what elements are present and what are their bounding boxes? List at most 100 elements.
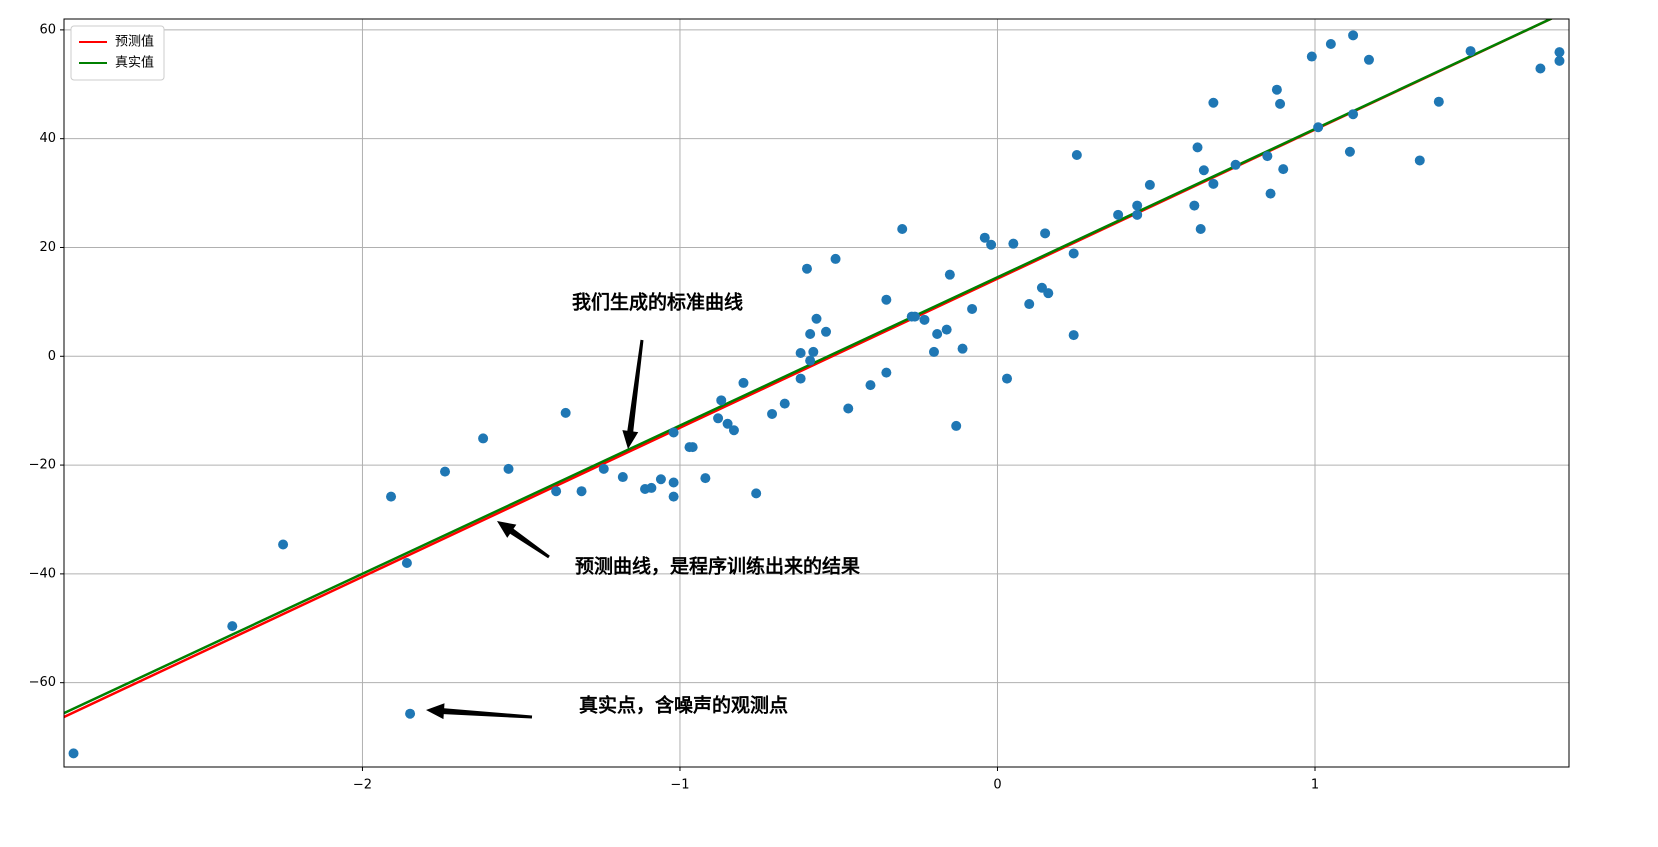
point xyxy=(767,408,778,419)
point xyxy=(278,539,289,550)
point xyxy=(1344,146,1355,157)
point xyxy=(716,395,727,406)
point xyxy=(967,303,978,314)
point xyxy=(865,380,876,391)
x-tick-label: −2 xyxy=(353,778,372,793)
point xyxy=(830,253,841,264)
point xyxy=(700,473,711,484)
point xyxy=(1071,150,1082,160)
x-tick-label: −1 xyxy=(670,778,689,793)
point xyxy=(821,326,832,337)
y-tick-label: 60 xyxy=(39,22,56,37)
point xyxy=(1230,159,1241,170)
x-tick-label: 1 xyxy=(1311,778,1319,793)
point xyxy=(1192,142,1203,153)
point xyxy=(779,398,790,409)
point xyxy=(655,474,666,485)
y-tick-label: 20 xyxy=(39,240,56,255)
point xyxy=(1132,209,1143,220)
point xyxy=(1262,151,1273,162)
point xyxy=(668,427,679,438)
point xyxy=(811,313,822,324)
point xyxy=(795,373,806,384)
point xyxy=(1189,200,1200,211)
point xyxy=(1554,47,1565,58)
point xyxy=(881,294,892,305)
point xyxy=(1306,51,1317,62)
point xyxy=(986,239,997,250)
point xyxy=(1040,228,1051,239)
point xyxy=(1348,109,1359,120)
point xyxy=(801,263,812,274)
point xyxy=(1132,200,1143,211)
point xyxy=(805,355,816,366)
point xyxy=(751,488,762,499)
point xyxy=(1414,155,1425,166)
point xyxy=(598,463,609,474)
point xyxy=(1433,96,1444,107)
point xyxy=(722,418,733,429)
point xyxy=(551,486,562,497)
point xyxy=(1278,164,1289,175)
point xyxy=(728,425,739,436)
point xyxy=(576,486,587,497)
legend-label: 真实值 xyxy=(115,55,154,71)
point xyxy=(1363,54,1374,65)
point xyxy=(1002,373,1013,384)
annotation-arrow xyxy=(622,339,644,449)
point xyxy=(881,367,892,378)
plot-area xyxy=(64,19,1565,759)
point xyxy=(951,420,962,431)
point xyxy=(1208,178,1219,189)
point xyxy=(405,708,416,719)
legend-label: 预测值 xyxy=(115,34,154,50)
point xyxy=(478,433,489,444)
point xyxy=(1554,55,1565,66)
point xyxy=(1008,238,1019,249)
point xyxy=(1068,330,1079,341)
y-tick-label: 0 xyxy=(48,349,56,364)
point xyxy=(1068,248,1079,259)
point xyxy=(1024,299,1035,310)
annotation: 真实点，含噪声的观测点 xyxy=(579,694,788,717)
point xyxy=(843,403,854,414)
point xyxy=(668,477,679,488)
point xyxy=(979,232,990,243)
point xyxy=(227,621,238,632)
point xyxy=(1348,30,1359,41)
y-tick-label: −20 xyxy=(29,458,56,473)
annotation: 预测曲线，是程序训练出来的结果 xyxy=(575,555,860,578)
annotation: 我们生成的标准曲线 xyxy=(572,291,743,314)
point xyxy=(808,346,819,357)
point xyxy=(1144,179,1155,190)
point xyxy=(795,348,806,359)
point xyxy=(932,328,943,339)
point xyxy=(503,463,514,474)
point xyxy=(957,343,968,354)
point xyxy=(646,482,657,493)
point xyxy=(401,558,412,568)
point xyxy=(1271,84,1282,95)
point xyxy=(68,748,79,759)
point xyxy=(944,269,955,280)
point xyxy=(1208,97,1219,108)
point xyxy=(909,311,920,322)
point xyxy=(928,346,939,357)
point xyxy=(1113,209,1124,220)
point xyxy=(897,223,908,234)
point xyxy=(1043,288,1054,299)
point xyxy=(1265,188,1276,199)
plot-frame xyxy=(63,18,1570,768)
point xyxy=(1195,223,1206,234)
point xyxy=(687,442,698,453)
point xyxy=(805,328,816,339)
point xyxy=(617,472,628,483)
y-tick-label: −60 xyxy=(29,675,56,690)
point xyxy=(1313,122,1324,133)
point xyxy=(1325,39,1336,50)
annotation-arrow xyxy=(426,703,533,720)
point xyxy=(1535,63,1546,74)
y-tick-label: −40 xyxy=(29,566,56,581)
legend-box xyxy=(70,25,165,81)
point xyxy=(560,407,571,418)
